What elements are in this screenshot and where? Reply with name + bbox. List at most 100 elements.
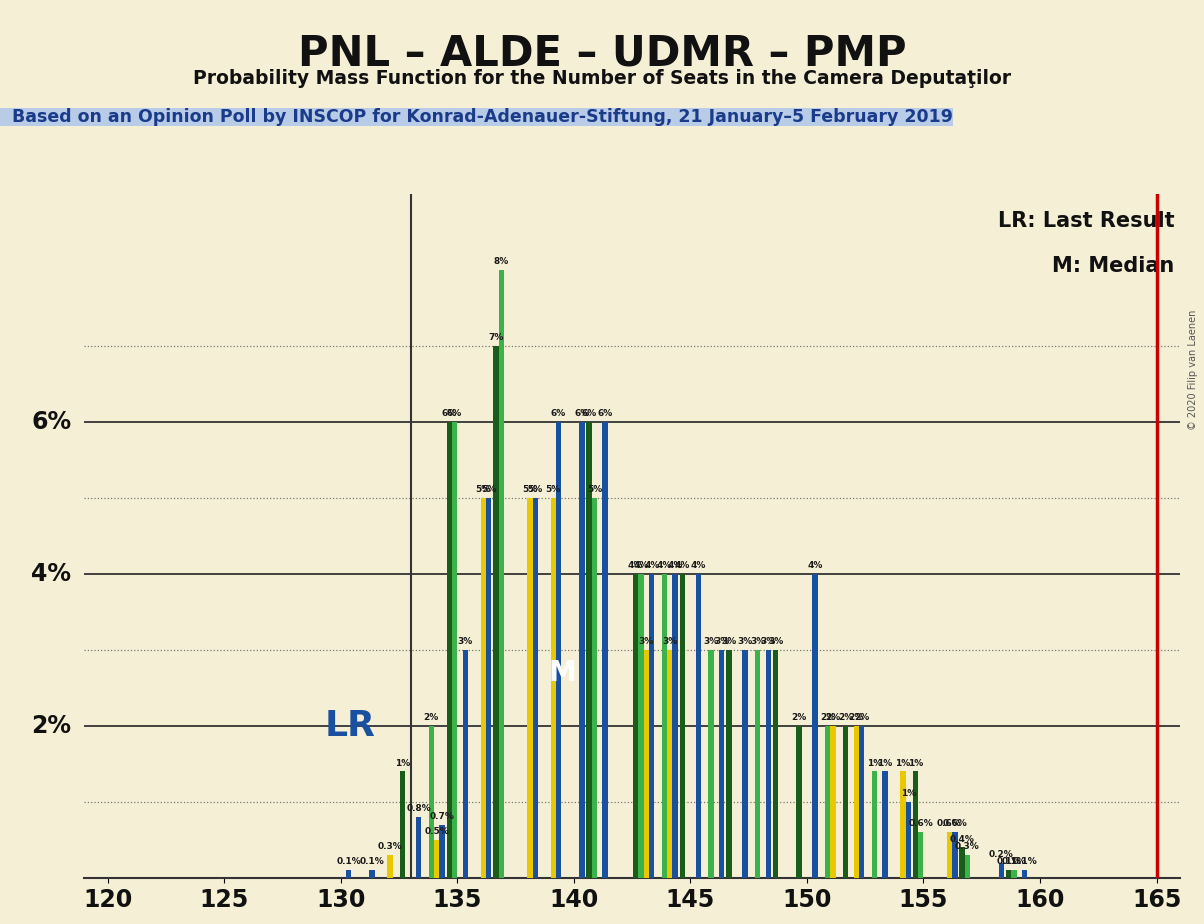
Text: 1%: 1%: [901, 789, 916, 798]
Text: 5%: 5%: [586, 485, 602, 494]
Text: 4%: 4%: [656, 561, 672, 570]
Bar: [649, 574, 655, 878]
Text: 4%: 4%: [808, 561, 822, 570]
Text: 0.6%: 0.6%: [937, 820, 962, 829]
Bar: [370, 870, 374, 878]
Text: 4%: 4%: [628, 561, 643, 570]
Bar: [831, 726, 836, 878]
Text: M: Median: M: Median: [1052, 256, 1174, 275]
Bar: [388, 855, 393, 878]
Text: Probability Mass Function for the Number of Seats in the Camera Deputaţilor: Probability Mass Function for the Number…: [193, 69, 1011, 89]
Bar: [825, 726, 831, 878]
Bar: [550, 498, 556, 878]
Text: 6%: 6%: [442, 409, 456, 419]
Text: 0.1%: 0.1%: [1013, 857, 1037, 867]
Bar: [579, 422, 585, 878]
Bar: [999, 863, 1004, 878]
Text: 5%: 5%: [480, 485, 496, 494]
Text: 1%: 1%: [395, 759, 411, 768]
Text: 6%: 6%: [597, 409, 613, 419]
Bar: [633, 574, 638, 878]
Text: 1%: 1%: [867, 759, 881, 768]
Text: 0.7%: 0.7%: [430, 812, 454, 821]
Bar: [417, 817, 421, 878]
Text: 5%: 5%: [476, 485, 491, 494]
Bar: [638, 574, 644, 878]
Bar: [672, 574, 678, 878]
Text: 0.1%: 0.1%: [997, 857, 1021, 867]
Text: 3%: 3%: [662, 637, 678, 646]
Text: 4%: 4%: [691, 561, 706, 570]
Bar: [743, 650, 748, 878]
Bar: [592, 498, 597, 878]
Text: 1%: 1%: [896, 759, 910, 768]
Bar: [919, 833, 923, 878]
Text: © 2020 Filip van Laenen: © 2020 Filip van Laenen: [1188, 310, 1198, 430]
Bar: [872, 772, 877, 878]
Bar: [1007, 870, 1011, 878]
Text: 5%: 5%: [527, 485, 543, 494]
Text: 2%: 2%: [854, 713, 869, 722]
Text: LR: LR: [325, 709, 376, 743]
Text: 3%: 3%: [639, 637, 654, 646]
Text: 0.1%: 0.1%: [360, 857, 384, 867]
Bar: [532, 498, 538, 878]
Text: Based on an Opinion Poll by INSCOP for Konrad-Adenauer-Stiftung, 21 January–5 Fe: Based on an Opinion Poll by INSCOP for K…: [0, 108, 952, 126]
Text: 0.1%: 0.1%: [336, 857, 361, 867]
Bar: [960, 847, 964, 878]
Text: 3%: 3%: [737, 637, 752, 646]
Text: 2%: 2%: [849, 713, 863, 722]
Text: 2%: 2%: [838, 713, 854, 722]
Text: 0.1%: 0.1%: [1002, 857, 1027, 867]
Bar: [813, 574, 818, 878]
Bar: [667, 650, 672, 878]
Bar: [602, 422, 608, 878]
Text: 4%: 4%: [633, 561, 649, 570]
Bar: [1022, 870, 1027, 878]
Bar: [858, 726, 864, 878]
Bar: [755, 650, 760, 878]
Text: 2%: 2%: [825, 713, 840, 722]
Bar: [796, 726, 802, 878]
Text: 5%: 5%: [523, 485, 537, 494]
Bar: [964, 855, 970, 878]
Text: 0.5%: 0.5%: [424, 827, 449, 836]
Bar: [400, 772, 406, 878]
Text: 3%: 3%: [721, 637, 737, 646]
Bar: [843, 726, 848, 878]
Text: PNL – ALDE – UDMR – PMP: PNL – ALDE – UDMR – PMP: [297, 32, 907, 74]
Bar: [946, 833, 952, 878]
Text: 3%: 3%: [458, 637, 473, 646]
Text: 4%: 4%: [674, 561, 690, 570]
Text: 4%: 4%: [31, 562, 71, 586]
Bar: [696, 574, 701, 878]
Text: 6%: 6%: [31, 410, 71, 434]
Text: 3%: 3%: [750, 637, 766, 646]
Text: 0.3%: 0.3%: [378, 842, 402, 851]
Text: 7%: 7%: [488, 334, 503, 342]
Bar: [952, 833, 957, 878]
Text: 6%: 6%: [574, 409, 590, 419]
Bar: [462, 650, 468, 878]
Bar: [586, 422, 592, 878]
Bar: [439, 824, 444, 878]
Text: 4%: 4%: [644, 561, 660, 570]
Text: 6%: 6%: [582, 409, 597, 419]
Text: 4%: 4%: [667, 561, 683, 570]
Bar: [708, 650, 714, 878]
Text: 3%: 3%: [714, 637, 730, 646]
Bar: [679, 574, 685, 878]
Bar: [498, 270, 504, 878]
Bar: [883, 772, 887, 878]
Text: 3%: 3%: [703, 637, 719, 646]
Text: 0.4%: 0.4%: [950, 834, 974, 844]
Bar: [662, 574, 667, 878]
Bar: [346, 870, 352, 878]
Text: 3%: 3%: [768, 637, 784, 646]
Bar: [486, 498, 491, 878]
Bar: [494, 346, 498, 878]
Text: M: M: [548, 659, 576, 687]
Text: 6%: 6%: [551, 409, 566, 419]
Bar: [480, 498, 486, 878]
Text: 2%: 2%: [424, 713, 439, 722]
